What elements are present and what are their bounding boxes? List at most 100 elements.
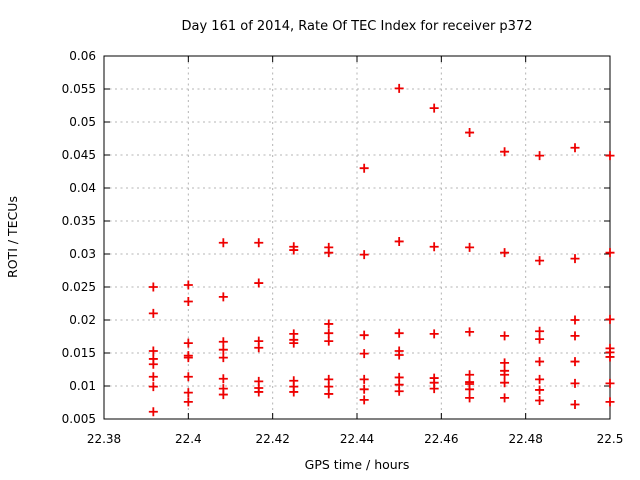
data-point (254, 278, 264, 288)
data-point (359, 330, 369, 340)
data-point (359, 250, 369, 260)
data-point (535, 151, 545, 161)
data-point (218, 390, 228, 400)
data-point (429, 242, 439, 252)
data-point (394, 236, 404, 246)
data-point (465, 327, 475, 337)
y-tick-label: 0.01 (69, 379, 96, 393)
data-point (394, 328, 404, 338)
data-point (570, 357, 580, 367)
data-point (605, 352, 615, 362)
data-point (570, 331, 580, 341)
data-point (148, 359, 158, 369)
data-point (500, 370, 510, 380)
y-axis-label: ROTI / TECUs (5, 196, 20, 278)
data-point (324, 319, 334, 329)
data-point (218, 337, 228, 347)
data-point (570, 378, 580, 388)
y-tick-label: 0.005 (62, 412, 96, 426)
data-point (148, 308, 158, 318)
data-point (254, 343, 264, 353)
gridlines (103, 55, 611, 420)
data-point (218, 292, 228, 302)
data-point (570, 254, 580, 264)
data-point (148, 382, 158, 392)
data-point (500, 358, 510, 368)
tick-labels: 22.38 22.4 22.42 22.44 22.46 22.48 22.5 0.005 0.… (62, 49, 624, 446)
data-point (535, 256, 545, 266)
data-point (394, 350, 404, 360)
y-tick-label: 0.035 (62, 214, 96, 228)
y-tick-label: 0.055 (62, 82, 96, 96)
data-point (429, 384, 439, 394)
data-point (218, 374, 228, 384)
y-tick-label: 0.06 (69, 49, 96, 63)
y-tick-label: 0.04 (69, 181, 96, 195)
data-point (605, 314, 615, 324)
data-point (394, 83, 404, 93)
data-point (359, 384, 369, 394)
chart-title: Day 161 of 2014, Rate Of TEC Index for r… (182, 19, 533, 34)
data-point (570, 399, 580, 409)
data-points (148, 83, 615, 417)
data-point (605, 397, 615, 407)
x-axis-label: GPS time / hours (305, 457, 410, 472)
data-point (605, 248, 615, 258)
data-point (218, 353, 228, 363)
data-point (359, 349, 369, 359)
x-tick-label: 22.48 (508, 432, 542, 446)
data-point (183, 353, 193, 363)
data-point (500, 393, 510, 403)
data-point (535, 374, 545, 384)
data-point (289, 387, 299, 397)
data-point (535, 357, 545, 367)
data-point (359, 374, 369, 384)
x-tick-label: 22.42 (255, 432, 289, 446)
data-point (570, 315, 580, 325)
data-point (183, 388, 193, 398)
data-point (535, 326, 545, 336)
data-point (605, 378, 615, 388)
data-point (359, 163, 369, 173)
y-tick-label: 0.045 (62, 148, 96, 162)
data-point (148, 407, 158, 417)
data-point (289, 338, 299, 348)
data-point (183, 397, 193, 407)
data-point (324, 248, 334, 258)
data-point (429, 329, 439, 339)
data-point (324, 389, 334, 399)
data-point (183, 280, 193, 290)
data-point (254, 387, 264, 397)
data-point (183, 297, 193, 307)
x-tick-label: 22.46 (424, 432, 458, 446)
data-point (148, 346, 158, 356)
data-point (465, 242, 475, 252)
data-point (500, 248, 510, 258)
plot-border (103, 55, 611, 420)
data-point (535, 334, 545, 344)
data-point (535, 396, 545, 406)
y-tick-label: 0.015 (62, 346, 96, 360)
data-point (254, 238, 264, 248)
x-tick-label: 22.44 (340, 432, 374, 446)
data-point (570, 143, 580, 153)
data-point (465, 384, 475, 394)
data-point (148, 372, 158, 382)
data-point (429, 103, 439, 113)
data-point (324, 336, 334, 346)
data-point (359, 395, 369, 405)
data-point (500, 378, 510, 388)
data-point (289, 245, 299, 255)
y-tick-label: 0.025 (62, 280, 96, 294)
data-point (465, 128, 475, 138)
data-point (218, 345, 228, 355)
data-point (183, 338, 193, 348)
data-point (148, 282, 158, 292)
data-point (218, 238, 228, 248)
data-point (605, 151, 615, 161)
data-point (500, 147, 510, 157)
y-tick-label: 0.03 (69, 247, 96, 261)
y-tick-label: 0.05 (69, 115, 96, 129)
